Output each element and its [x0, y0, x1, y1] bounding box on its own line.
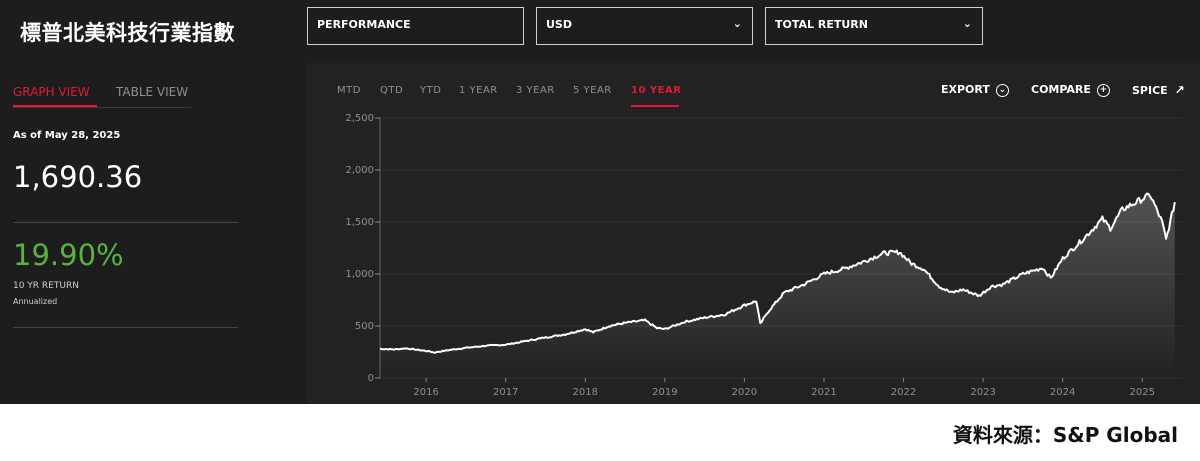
y-tick-label: 0 [368, 373, 374, 384]
return-type-dropdown-label: TOTAL RETURN [775, 18, 868, 31]
series-area [380, 193, 1175, 378]
x-tick-label: 2022 [891, 387, 916, 398]
compare-button[interactable]: COMPARE + [1031, 83, 1110, 97]
y-tick-label: 1,000 [345, 269, 374, 280]
spice-label: SPICE [1132, 84, 1168, 97]
return-sublabel: Annualized [13, 297, 58, 306]
x-tick-label: 2021 [811, 387, 836, 398]
index-value: 1,690.36 [13, 160, 143, 194]
external-link-icon: ↗ [1174, 83, 1185, 97]
x-tick-label: 2020 [732, 387, 757, 398]
x-tick-label: 2019 [652, 387, 677, 398]
y-tick-label: 500 [355, 321, 374, 332]
chevron-down-icon: ⌄ [732, 17, 742, 30]
y-tick-label: 1,500 [345, 217, 374, 228]
period-1-year[interactable]: 1 YEAR [459, 85, 498, 96]
period-10-year[interactable]: 10 YEAR [631, 85, 682, 96]
period-3-year[interactable]: 3 YEAR [516, 85, 555, 96]
divider [13, 222, 238, 223]
series-line [380, 192, 1176, 354]
period-mtd[interactable]: MTD [337, 85, 361, 96]
x-tick-label: 2016 [413, 387, 438, 398]
chevron-down-circle-icon: ⌄ [995, 83, 1009, 97]
chevron-down-icon: ⌄ [962, 17, 972, 30]
x-tick-label: 2024 [1050, 387, 1075, 398]
tab-table-view[interactable]: TABLE VIEW [116, 85, 189, 99]
currency-dropdown[interactable]: USD ⌄ [536, 7, 753, 45]
export-label: EXPORT [941, 83, 990, 96]
active-tab-indicator [13, 105, 97, 107]
period-5-year[interactable]: 5 YEAR [573, 85, 612, 96]
spice-link[interactable]: SPICE ↗ [1132, 83, 1185, 97]
y-tick-label: 2,500 [345, 113, 374, 124]
y-tick-label: 2,000 [345, 165, 374, 176]
return-value: 19.90% [13, 238, 124, 272]
compare-label: COMPARE [1031, 83, 1091, 96]
tab-graph-view[interactable]: GRAPH VIEW [13, 85, 90, 99]
tab-divider [13, 107, 191, 108]
divider [13, 327, 238, 328]
source-caption: 資料來源：S&P Global [952, 423, 1178, 447]
export-button[interactable]: EXPORT ⌄ [941, 83, 1009, 97]
x-tick-label: 2023 [970, 387, 995, 398]
metric-dropdown-label: PERFORMANCE [317, 18, 411, 31]
period-qtd[interactable]: QTD [380, 85, 404, 96]
plus-circle-icon: + [1096, 83, 1110, 97]
return-type-dropdown[interactable]: TOTAL RETURN ⌄ [765, 7, 983, 45]
metric-dropdown[interactable]: PERFORMANCE [307, 7, 524, 45]
active-period-indicator [631, 105, 679, 107]
return-label: 10 YR RETURN [13, 281, 79, 291]
period-ytd[interactable]: YTD [420, 85, 442, 96]
page-title: 標普北美科技行業指數 [20, 21, 235, 45]
x-tick-label: 2025 [1129, 387, 1154, 398]
x-tick-label: 2018 [573, 387, 598, 398]
x-tick-label: 2017 [493, 387, 518, 398]
currency-dropdown-label: USD [546, 18, 572, 31]
as-of-date: As of May 28, 2025 [13, 130, 121, 141]
